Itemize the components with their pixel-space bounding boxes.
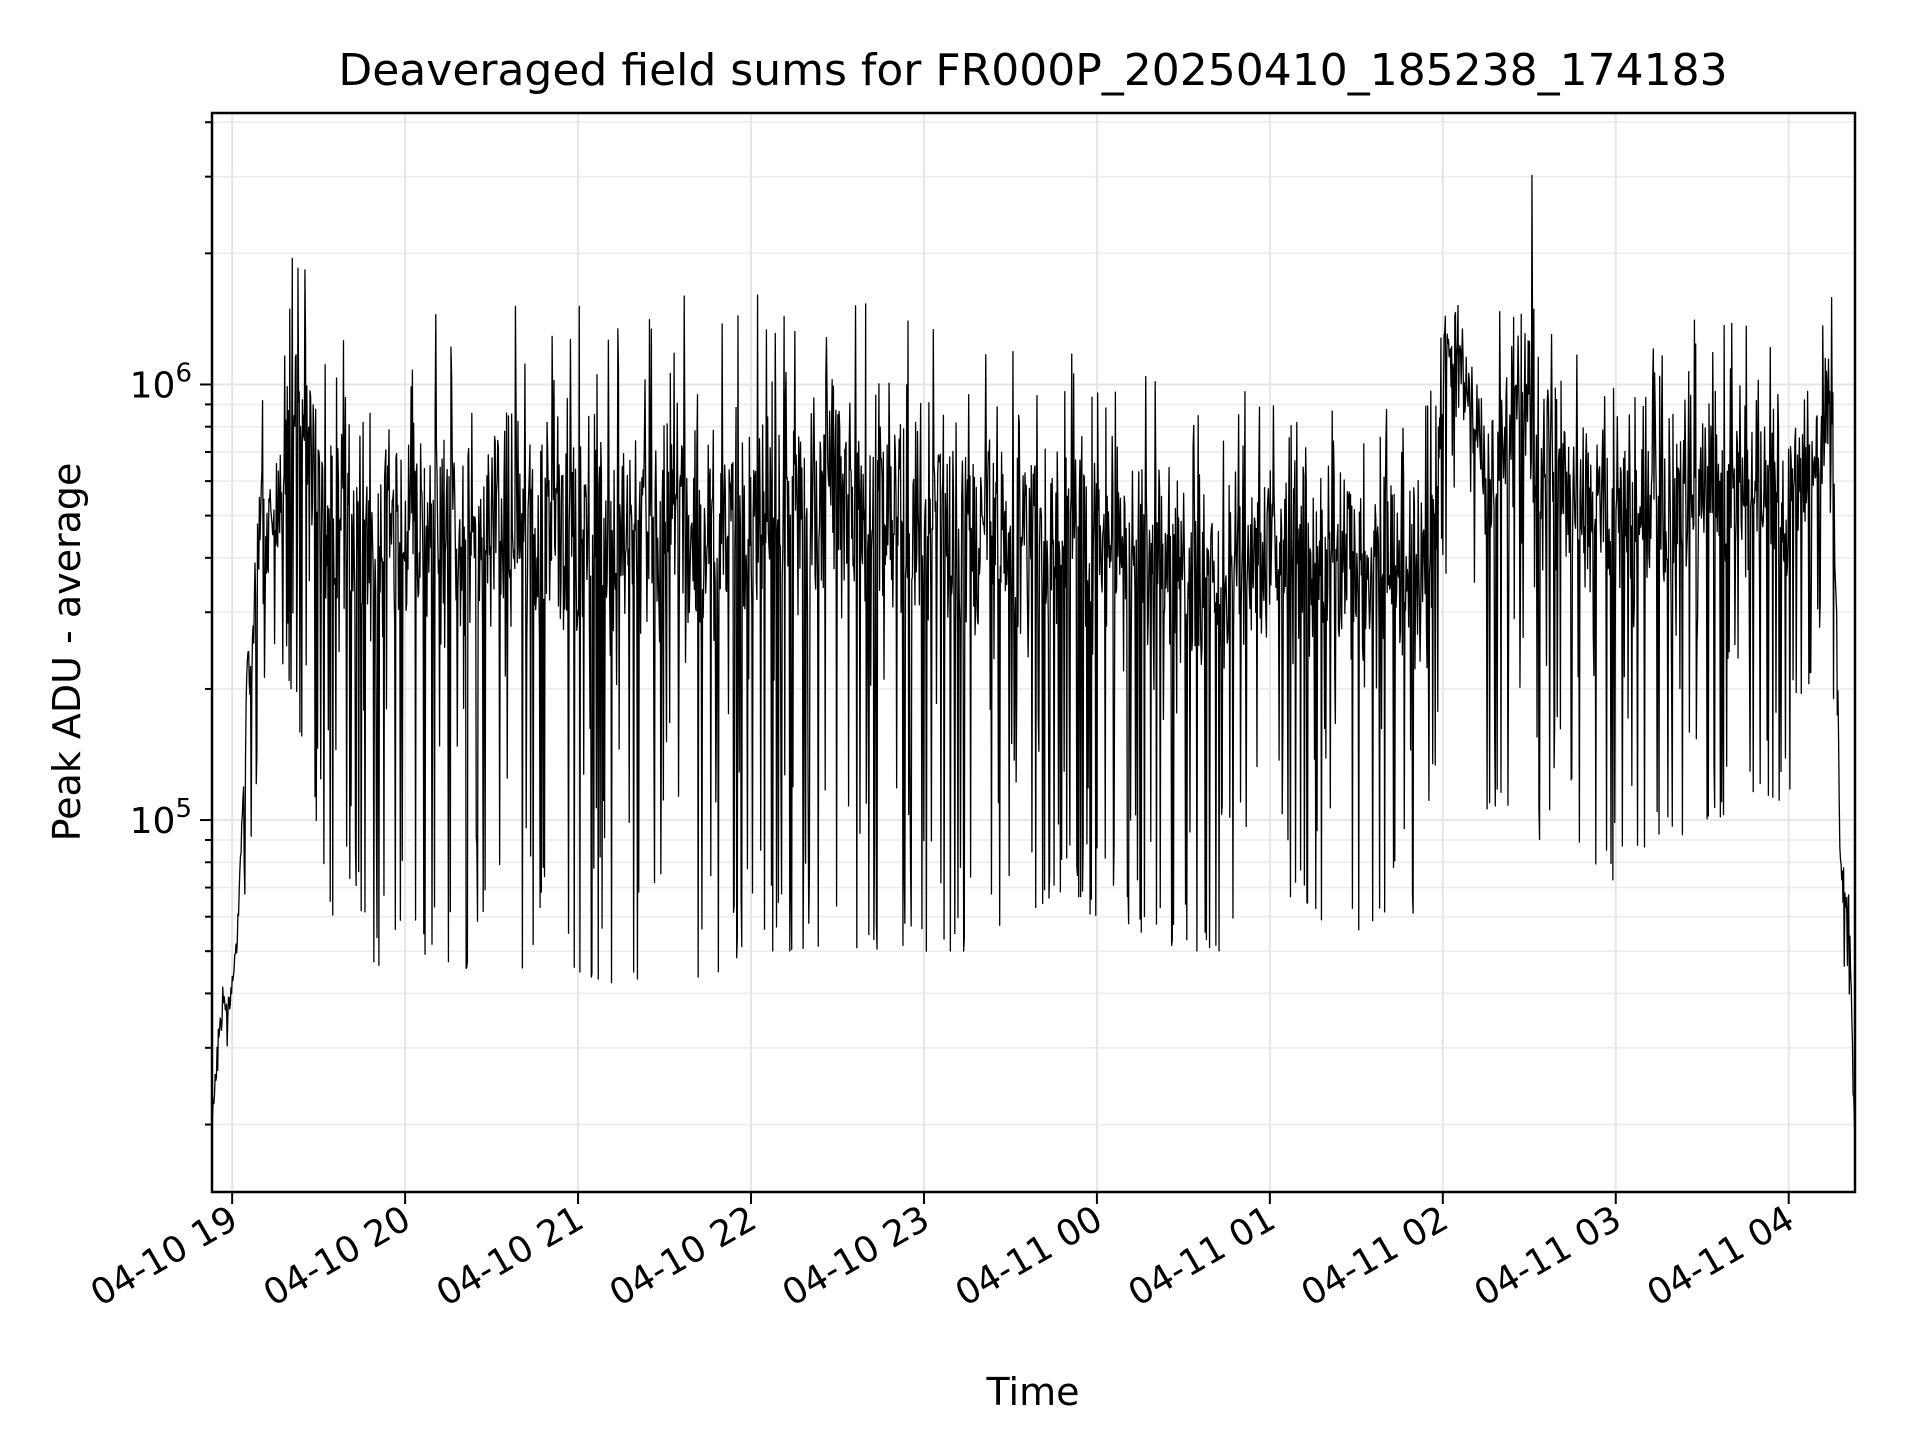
- x-tick-label: 04-10 20: [257, 1198, 418, 1314]
- y-tick-label: 105: [130, 794, 192, 842]
- series-line: [211, 174, 1856, 1145]
- y-axis-label: Peak ADU - average: [45, 463, 89, 842]
- y-tick-label: 106: [130, 358, 192, 406]
- series-layer: [211, 174, 1856, 1145]
- x-tick-label: 04-11 03: [1468, 1198, 1629, 1314]
- x-tick-label: 04-11 02: [1295, 1198, 1456, 1314]
- x-tick-label: 04-11 01: [1122, 1198, 1283, 1314]
- x-tick-label: 04-11 04: [1641, 1198, 1802, 1314]
- grid: [212, 113, 1855, 1192]
- x-tick-label: 04-10 21: [430, 1198, 591, 1314]
- x-tick-label: 04-10 22: [603, 1198, 764, 1314]
- plot-frame: [210, 111, 1857, 1194]
- chart-title: Deaveraged field sums for FR000P_2025041…: [338, 45, 1727, 96]
- y-axis: 105 106: [130, 121, 212, 1126]
- x-tick-label: 04-10 19: [84, 1198, 245, 1314]
- x-tick-label: 04-10 23: [776, 1198, 937, 1314]
- x-axis-label: Time: [986, 1370, 1080, 1414]
- x-tick-label: 04-11 00: [949, 1198, 1110, 1314]
- x-axis: 04-10 19 04-10 20 04-10 21 04-10 22 04-10 23…: [84, 1192, 1801, 1315]
